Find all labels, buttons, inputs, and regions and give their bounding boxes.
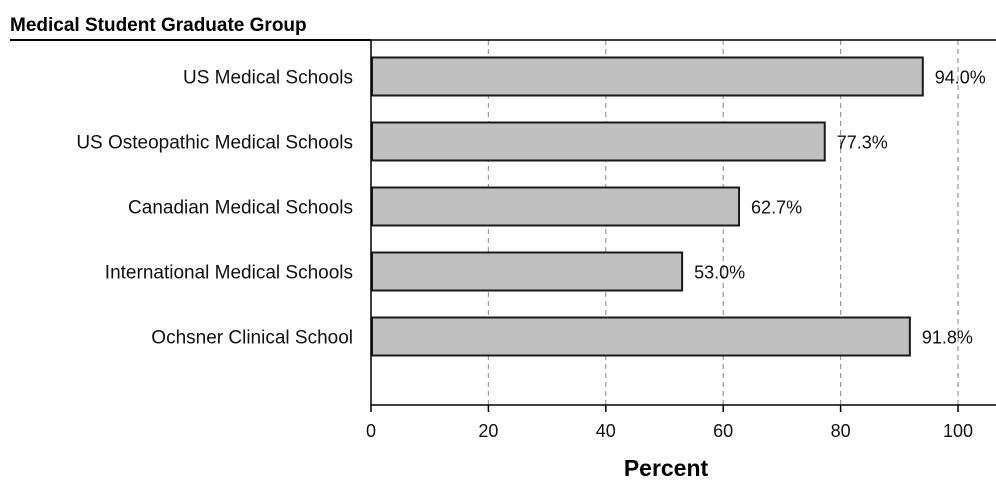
bar <box>371 316 911 357</box>
category-label: Ochsner Clinical School <box>151 328 353 349</box>
x-tick-label: 0 <box>366 421 376 441</box>
value-label: 53.0% <box>694 263 745 283</box>
category-label: US Osteopathic Medical Schools <box>76 133 353 154</box>
tick-labels: 0 20 40 60 80 100 <box>366 421 973 441</box>
value-label: 91.8% <box>922 328 973 348</box>
x-tick-label: 100 <box>943 421 973 441</box>
category-label: International Medical Schools <box>105 263 353 284</box>
value-label: 77.3% <box>837 133 888 153</box>
category-labels: US Medical Schools US Osteopathic Medical… <box>76 68 353 349</box>
bar <box>371 121 826 162</box>
x-tick-label: 80 <box>831 421 851 441</box>
category-label: US Medical Schools <box>183 68 353 89</box>
bars <box>371 56 924 357</box>
x-tick-label: 40 <box>596 421 616 441</box>
axes <box>370 39 996 412</box>
x-axis-title: Percent <box>624 455 709 481</box>
chart-header: Medical Student Graduate Group <box>10 15 307 36</box>
bar <box>371 186 741 227</box>
value-labels: 94.0% 77.3% 62.7% 53.0% 91.8% <box>694 68 986 348</box>
bar <box>371 251 684 292</box>
value-label: 62.7% <box>751 198 802 218</box>
value-label: 94.0% <box>935 68 986 88</box>
bar <box>371 56 924 97</box>
x-tick-label: 20 <box>478 421 498 441</box>
category-label: Canadian Medical Schools <box>128 198 353 219</box>
x-tick-label: 60 <box>713 421 733 441</box>
